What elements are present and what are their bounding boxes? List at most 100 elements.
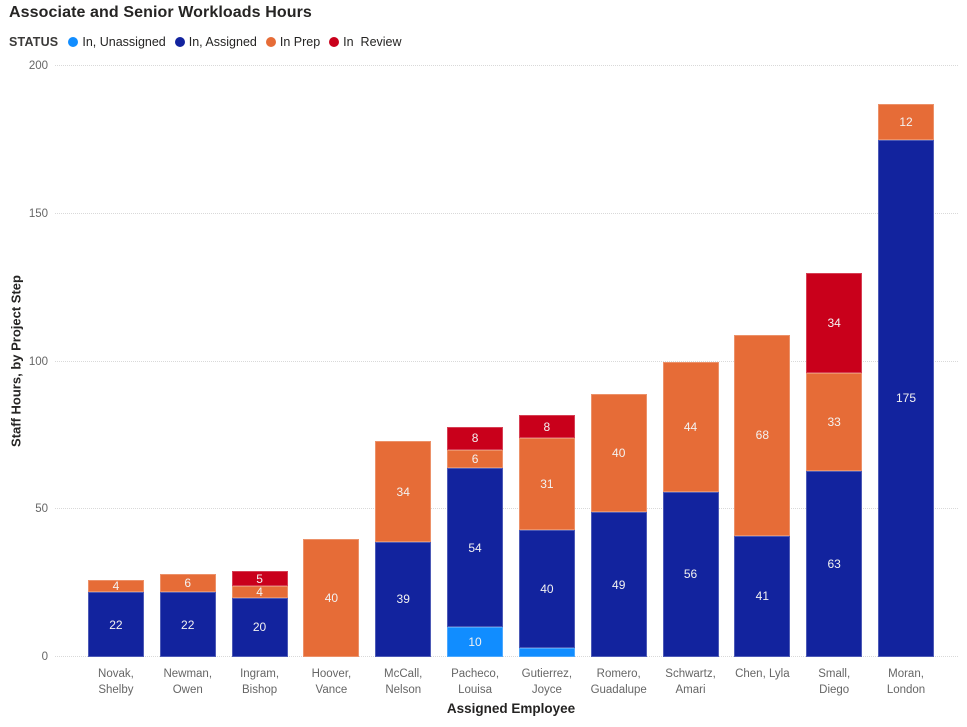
data-label: 10 xyxy=(468,635,482,650)
plot-area: 22 4 22 6 20 4 5 40 39 34 10 54 6 8 40 31 8 49 40 56 44 41 68 6… xyxy=(55,65,958,657)
legend-item-unassigned[interactable]: In, Unassigned xyxy=(68,35,166,49)
bar-column: 22 4 xyxy=(80,66,152,657)
review-color-dot-icon xyxy=(329,37,340,47)
x-axis-title: Assigned Employee xyxy=(446,701,576,716)
bar-segment-prep[interactable]: 12 xyxy=(878,104,935,140)
x-category-label: Newman, Owen xyxy=(163,668,213,696)
x-category-label: Novak, Shelby xyxy=(98,668,134,696)
bar-segment-assigned[interactable]: 39 xyxy=(375,541,432,657)
bar-segment-prep[interactable]: 4 xyxy=(87,579,144,594)
bar-segment-prep[interactable]: 68 xyxy=(734,334,791,536)
legend-item-label: In, Assigned xyxy=(188,35,257,49)
data-label: 68 xyxy=(755,428,770,443)
data-label: 22 xyxy=(181,617,195,632)
bar-segment-prep[interactable]: 40 xyxy=(590,394,647,513)
gridline-100 xyxy=(55,360,958,362)
y-axis-ticks: 0 50 100 150 200 xyxy=(0,60,48,663)
bar-segment-assigned[interactable]: 41 xyxy=(734,535,791,657)
y-tick-label-100: 100 xyxy=(28,355,48,368)
legend-item-prep[interactable]: In Prep xyxy=(265,35,321,49)
x-category-label: Pacheco, Louisa xyxy=(451,668,500,696)
bar-column: 40 xyxy=(295,66,367,657)
gridline-50 xyxy=(55,508,958,510)
data-label: 34 xyxy=(396,484,410,499)
x-category-label: Romero, Guadalupe xyxy=(590,668,647,696)
stacked-bar: 63 33 34 xyxy=(806,272,863,657)
bar-segment-prep[interactable]: 4 xyxy=(231,585,288,599)
data-label: 63 xyxy=(827,556,841,571)
data-label: 49 xyxy=(612,577,626,592)
y-tick-label-200: 200 xyxy=(28,60,48,72)
y-tick-label-0: 0 xyxy=(41,651,48,663)
bar-column: 10 54 6 8 xyxy=(439,66,511,657)
data-label: 22 xyxy=(109,617,123,632)
x-category-label: Ingram, Bishop xyxy=(240,668,280,696)
bar-segment-prep[interactable]: 34 xyxy=(375,441,432,542)
bar-segment-review[interactable]: 5 xyxy=(231,571,288,587)
bar-column: 41 68 xyxy=(726,66,798,657)
x-axis-labels: Novak, Shelby Newman, Owen Ingram, Bishop H… xyxy=(80,667,942,698)
legend-item-label: In, Unassigned xyxy=(82,35,166,49)
x-category-label: Gutierrez, Joyce xyxy=(521,668,573,696)
bar-segment-prep[interactable]: 44 xyxy=(662,361,719,492)
bar-segment-assigned[interactable]: 54 xyxy=(447,467,504,628)
data-label: 4 xyxy=(112,579,120,594)
bar-segment-assigned[interactable]: 49 xyxy=(590,512,647,657)
legend: STATUS In, Unassigned In, Assigned In Prep… xyxy=(9,35,411,49)
data-label: 20 xyxy=(252,620,267,635)
data-label: 175 xyxy=(896,391,917,406)
bar-segment-prep[interactable]: 31 xyxy=(518,438,575,530)
x-category-label: McCall, Nelson xyxy=(384,668,423,696)
data-label: 8 xyxy=(471,431,479,446)
bar-segment-unassigned[interactable] xyxy=(518,648,575,657)
x-category-label: Moran, London xyxy=(886,668,926,696)
bar-segment-review[interactable]: 8 xyxy=(447,426,504,451)
bars-container: 22 4 22 6 20 4 5 40 39 34 10 54 6 8 40 31 8 49 40 56 44 41 68 6… xyxy=(80,66,942,657)
bar-column: 40 31 8 xyxy=(511,66,583,657)
data-label: 40 xyxy=(540,582,554,597)
bar-segment-assigned[interactable]: 40 xyxy=(518,529,575,649)
data-label: 33 xyxy=(827,415,841,430)
assigned-color-dot-icon xyxy=(174,37,185,47)
stacked-bar: 22 6 xyxy=(159,574,216,657)
bar-segment-assigned[interactable]: 175 xyxy=(878,139,935,657)
gridline-150 xyxy=(55,212,958,214)
bar-segment-prep[interactable]: 6 xyxy=(447,450,504,468)
x-category-label: Hoover, Vance xyxy=(311,668,352,696)
stacked-bar: 10 54 6 8 xyxy=(447,426,504,657)
bar-segment-unassigned[interactable]: 10 xyxy=(447,627,504,657)
bar-segment-prep[interactable]: 33 xyxy=(806,373,863,471)
legend-item-label: In Prep xyxy=(279,35,321,49)
bar-column: 56 44 xyxy=(655,66,727,657)
stacked-bar: 56 44 xyxy=(662,361,719,657)
bar-segment-assigned[interactable]: 56 xyxy=(662,491,719,657)
bar-segment-assigned[interactable]: 22 xyxy=(87,592,144,657)
bar-segment-assigned[interactable]: 20 xyxy=(231,597,288,657)
legend-title: STATUS xyxy=(9,35,59,49)
data-label: 44 xyxy=(683,419,698,434)
stacked-bar: 175 12 xyxy=(878,104,935,657)
legend-item-review[interactable]: In Review xyxy=(329,35,402,49)
stacked-bar: 22 4 xyxy=(87,579,144,657)
x-category-label: Chen, Lyla xyxy=(735,668,790,680)
y-tick-label-150: 150 xyxy=(28,207,48,220)
chart-title: Associate and Senior Workloads Hours xyxy=(9,4,312,21)
data-label: 4 xyxy=(256,585,263,599)
x-category-label: Small, Diego xyxy=(818,668,851,696)
bar-column: 175 12 xyxy=(870,66,942,657)
bar-segment-review[interactable]: 8 xyxy=(518,414,575,439)
bar-segment-prep[interactable]: 6 xyxy=(159,574,216,592)
stacked-bar: 40 31 8 xyxy=(518,414,575,657)
y-tick-label-50: 50 xyxy=(35,503,48,516)
bar-segment-prep[interactable]: 40 xyxy=(303,538,360,657)
bar-column: 63 33 34 xyxy=(798,66,870,657)
bar-column: 39 34 xyxy=(367,66,439,657)
bar-segment-review[interactable]: 34 xyxy=(806,272,863,374)
data-label: 6 xyxy=(471,452,479,467)
bar-segment-assigned[interactable]: 63 xyxy=(806,470,863,657)
prep-color-dot-icon xyxy=(265,37,276,47)
legend-item-assigned[interactable]: In, Assigned xyxy=(174,35,257,49)
bar-segment-assigned[interactable]: 22 xyxy=(159,592,216,657)
data-label: 40 xyxy=(324,590,339,605)
